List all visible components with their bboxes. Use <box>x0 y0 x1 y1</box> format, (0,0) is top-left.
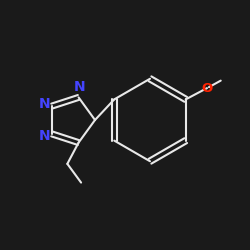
Text: N: N <box>74 80 86 94</box>
Text: N: N <box>38 129 50 143</box>
Text: O: O <box>201 82 212 94</box>
Text: N: N <box>38 97 50 111</box>
